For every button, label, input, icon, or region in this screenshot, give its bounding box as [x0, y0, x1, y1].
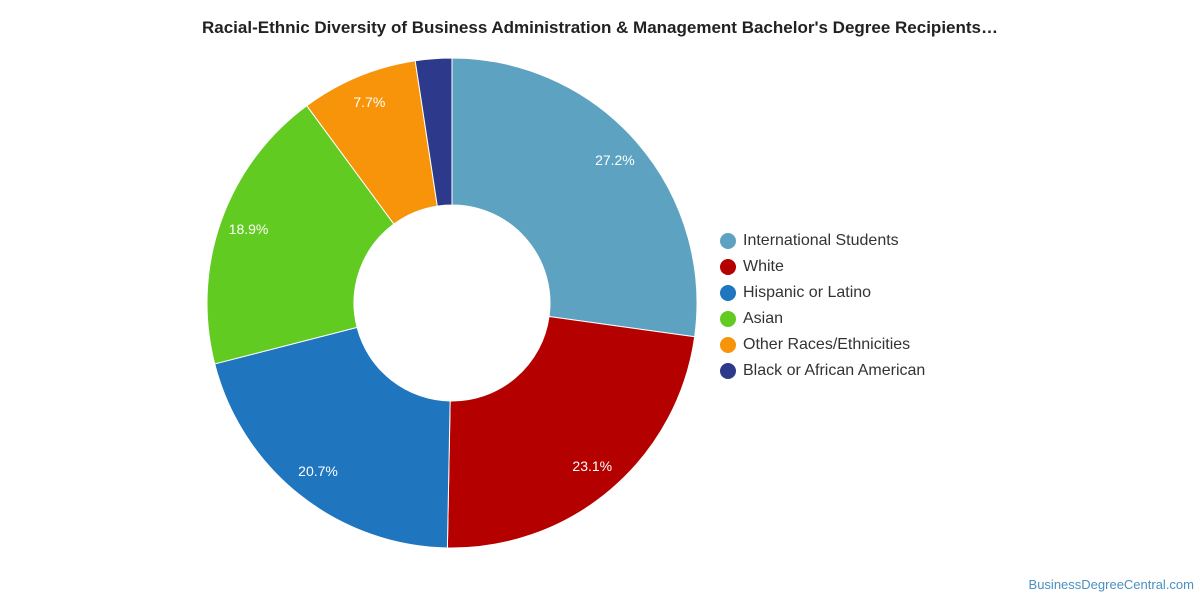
slice-international-students[interactable] — [451, 57, 698, 338]
slice-label: 27.2% — [595, 152, 635, 168]
slice-asian[interactable] — [206, 105, 395, 365]
legend-swatch — [720, 311, 736, 327]
slice-label: 7.7% — [353, 94, 385, 110]
legend-label: Hispanic or Latino — [743, 284, 872, 301]
legend-swatch — [720, 337, 736, 353]
legend-swatch — [720, 285, 736, 301]
legend-swatch — [720, 363, 736, 379]
legend-label: Asian — [743, 310, 784, 327]
slice-label: 23.1% — [572, 458, 612, 474]
slice-hispanic-or-latino[interactable] — [214, 326, 451, 549]
legend-swatch — [720, 259, 736, 275]
slice-white[interactable] — [446, 315, 696, 549]
legend-label: Black or African American — [743, 362, 926, 379]
legend-item[interactable]: Black or African American — [720, 358, 925, 384]
legend-label: International Students — [743, 232, 899, 249]
legend-label: Other Races/Ethnicities — [743, 336, 911, 353]
legend-item[interactable]: Asian — [720, 306, 925, 332]
chart-title: Racial-Ethnic Diversity of Business Admi… — [201, 18, 998, 37]
slice-label: 20.7% — [298, 463, 338, 479]
legend-swatch — [720, 233, 736, 249]
legend-item[interactable]: White — [720, 254, 925, 280]
site-credit[interactable]: BusinessDegreeCentral.com — [1028, 577, 1194, 592]
slice-label: 18.9% — [229, 221, 269, 237]
slice-black-or-african-american[interactable] — [414, 57, 453, 207]
legend-label: White — [743, 258, 784, 275]
legend: International Students White Hispanic or L… — [720, 228, 925, 384]
legend-item[interactable]: Other Races/Ethnicities — [720, 332, 925, 358]
legend-item[interactable]: International Students — [720, 228, 925, 254]
legend-item[interactable]: Hispanic or Latino — [720, 280, 925, 306]
